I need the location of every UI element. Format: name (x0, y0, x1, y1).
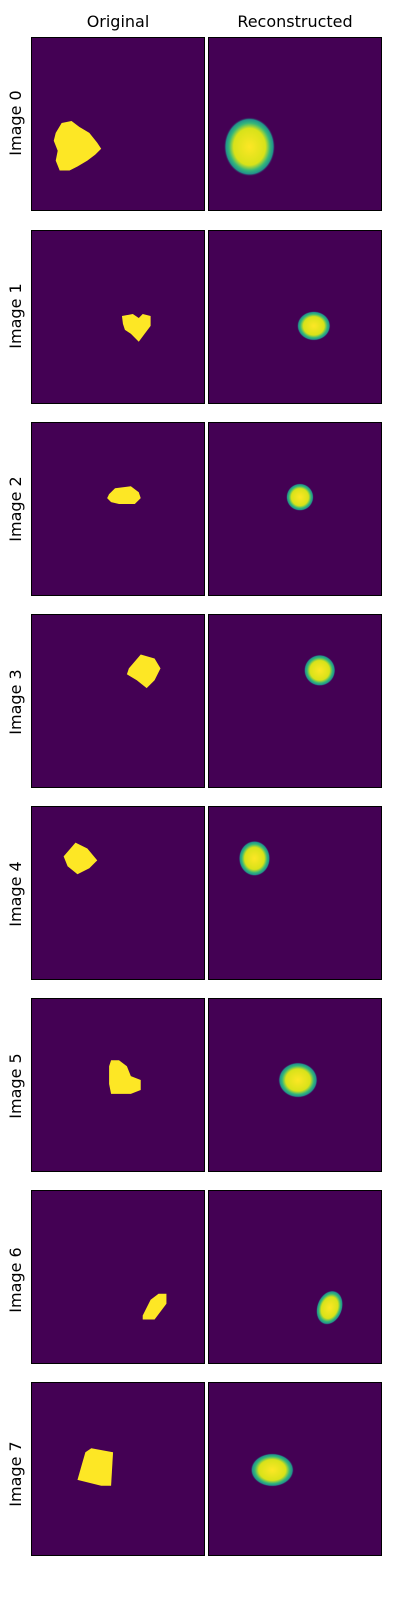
row-label-text: Image 7 (6, 1441, 25, 1507)
reconstructed-image-1 (208, 230, 382, 404)
original-image-1 (31, 230, 205, 404)
original-image-2 (31, 422, 205, 596)
original-image-0 (31, 37, 205, 211)
row-label-text: Image 0 (6, 90, 25, 156)
row-label-text: Image 6 (6, 1247, 25, 1313)
row-label-text: Image 1 (6, 283, 25, 349)
column-title-original: Original (86, 12, 150, 31)
row-label-text: Image 5 (6, 1053, 25, 1119)
row-label-text: Image 3 (6, 669, 25, 735)
row-label-text: Image 2 (6, 476, 25, 542)
reconstructed-image-6 (208, 1190, 382, 1364)
reconstructed-image-5 (208, 998, 382, 1172)
original-image-5 (31, 998, 205, 1172)
column-title-reconstructed: Reconstructed (237, 12, 353, 31)
original-image-6 (31, 1190, 205, 1364)
row-label-text: Image 4 (6, 861, 25, 927)
reconstructed-image-2 (208, 422, 382, 596)
original-image-7 (31, 1382, 205, 1556)
reconstructed-image-4 (208, 806, 382, 980)
reconstructed-image-3 (208, 614, 382, 788)
original-image-3 (31, 614, 205, 788)
original-image-4 (31, 806, 205, 980)
reconstructed-image-7 (208, 1382, 382, 1556)
reconstructed-image-0 (208, 37, 382, 211)
